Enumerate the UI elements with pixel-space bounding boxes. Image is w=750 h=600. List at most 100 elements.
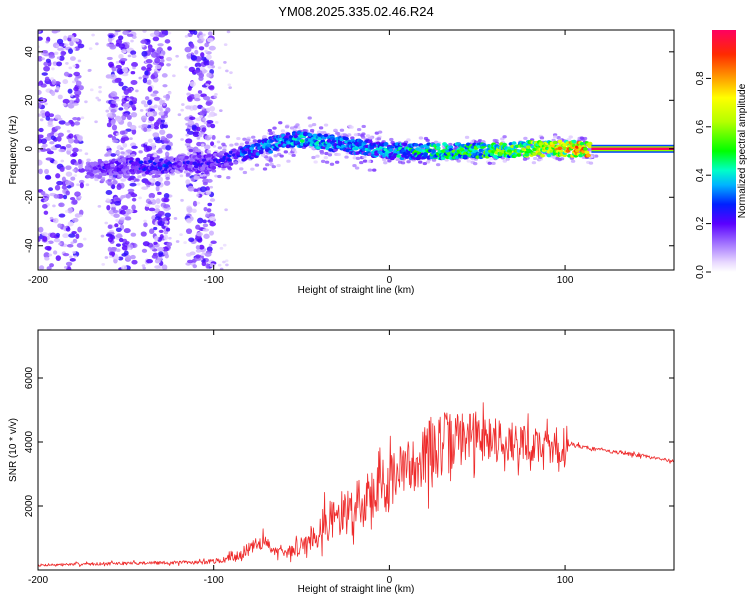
- spectrogram-speckle: [157, 105, 162, 108]
- spectrogram-speckle: [108, 255, 113, 259]
- spectrogram-speckle: [48, 54, 56, 59]
- spectrogram-speckle: [78, 195, 82, 199]
- spectrogram-speckle: [205, 190, 212, 196]
- spectrogram-speckle: [70, 176, 76, 181]
- spectrogram-speckle: [68, 233, 76, 238]
- spectrogram-halo: [333, 128, 338, 132]
- snr-x-tick-label: 0: [387, 575, 393, 586]
- spectrogram-speckle: [78, 163, 83, 170]
- spectrogram-halo: [532, 156, 538, 161]
- spectrogram-halo: [222, 146, 227, 150]
- spectrogram-halo: [283, 150, 289, 154]
- spectrogram-speckle: [140, 100, 147, 105]
- spectrogram-speckle: [184, 46, 192, 53]
- spectrogram-speckle: [76, 133, 80, 137]
- spectrogram-speckle: [156, 149, 163, 154]
- spectrogram-speckle: [138, 196, 142, 200]
- spectrogram-speckle: [62, 98, 70, 104]
- spectrogram-speckle: [70, 241, 75, 245]
- spectrogram-speckle: [203, 206, 208, 212]
- spectrogram-speckle: [148, 116, 155, 122]
- spectrogram-speckle: [160, 30, 167, 33]
- spectrogram-speckle: [138, 125, 142, 129]
- spectrogram-speckle: [193, 46, 198, 49]
- spectrogram-speckle: [225, 263, 229, 267]
- spectrogram-speckle: [67, 207, 73, 214]
- spectrogram-speckle: [72, 147, 79, 153]
- spectrogram-ridge-cell: [502, 142, 508, 147]
- colorbar: 0.0 0.2 0.4 0.6 0.8 Normalized spectral ampl…: [695, 30, 748, 279]
- colorbar-ticks: 0.0 0.2 0.4 0.6 0.8: [695, 71, 711, 279]
- spectrogram-speckle: [72, 116, 78, 121]
- spectrogram-speckle: [142, 266, 146, 270]
- spectrogram-ridge-cell: [546, 153, 552, 158]
- spectrogram-speckle: [144, 70, 149, 76]
- spectrogram-speckle: [115, 150, 121, 156]
- spectrogram-speckle: [121, 95, 126, 99]
- spectrogram-speckle: [74, 63, 80, 69]
- spectrogram-speckle: [219, 267, 224, 270]
- spectrogram-speckle: [200, 56, 207, 61]
- colorbar-tick-label: 0.4: [695, 168, 706, 182]
- spectrogram-speckle: [222, 243, 227, 247]
- spectrogram-halo: [491, 161, 496, 165]
- spectrogram-halo: [372, 168, 377, 172]
- spectrogram-speckle: [117, 70, 124, 75]
- spectrogram-speckle: [38, 134, 44, 138]
- spectrogram-halo: [138, 150, 143, 154]
- spectrogram-speckle: [107, 134, 113, 138]
- spectrogram-speckle: [163, 251, 169, 256]
- spectrogram-speckle: [69, 56, 76, 61]
- spectrogram-speckle: [186, 259, 194, 264]
- spectrogram-speckle: [129, 209, 134, 213]
- spectrogram-speckle: [38, 237, 41, 242]
- spectrogram-speckle: [73, 255, 78, 259]
- spectrogram-halo: [489, 157, 494, 161]
- spectrogram-ridge-cell: [117, 170, 123, 175]
- spectrogram-speckle: [110, 247, 117, 253]
- spectrogram-speckle: [150, 74, 156, 80]
- spectrogram-ridge-cell: [578, 153, 583, 158]
- spectrogram-speckle: [63, 265, 68, 269]
- spectrogram-speckle: [65, 190, 70, 196]
- spectrogram-ridge-cell: [326, 143, 332, 148]
- spectrogram-halo: [246, 138, 251, 142]
- spectrogram-speckle: [106, 198, 110, 201]
- spectrogram-speckle: [94, 120, 98, 124]
- spectrogram-halo: [251, 135, 256, 139]
- spectrogram-ridge-cell: [110, 163, 115, 168]
- spectrogram-speckle: [130, 71, 136, 75]
- spectrogram-ridge-cell: [532, 152, 538, 156]
- spectrogram-halo: [164, 152, 170, 156]
- spectrogram-x-ticks: -200 -100 0 100: [28, 30, 574, 286]
- spectrogram-speckle: [163, 180, 171, 186]
- spectrogram-speckle: [104, 256, 109, 259]
- spectrogram-speckle: [140, 39, 147, 44]
- spectrogram-speckle: [144, 141, 148, 145]
- spectrogram-halo: [320, 159, 326, 163]
- spectrogram-speckle: [208, 134, 213, 138]
- spectrogram-speckle: [147, 200, 153, 205]
- spectrogram-speckle: [214, 120, 219, 124]
- spectrogram-speckle: [204, 69, 208, 73]
- spectrogram-halo: [271, 165, 276, 169]
- spectrogram-speckle: [195, 254, 201, 259]
- spectrogram-speckle: [112, 139, 119, 144]
- spectrogram-speckle: [192, 131, 200, 138]
- spectrogram-halo: [280, 129, 286, 133]
- spectrogram-speckle: [55, 44, 60, 48]
- spectrogram-speckle: [45, 175, 52, 180]
- spectrogram-speckle: [113, 258, 118, 264]
- spectrogram-speckle: [119, 196, 124, 200]
- spectrogram-speckle: [151, 145, 157, 150]
- spectrogram-halo: [315, 154, 320, 158]
- spectrogram-speckle: [152, 90, 159, 95]
- spectrogram-speckle: [68, 66, 73, 70]
- colorbar-tick-label: 0.8: [695, 71, 706, 85]
- spectrogram-speckle: [112, 179, 118, 185]
- spectrogram-speckle: [203, 121, 208, 125]
- spectrogram-ridge-cell: [584, 150, 590, 155]
- spectrogram-speckle: [154, 204, 161, 209]
- spectrogram-speckle: [202, 181, 208, 186]
